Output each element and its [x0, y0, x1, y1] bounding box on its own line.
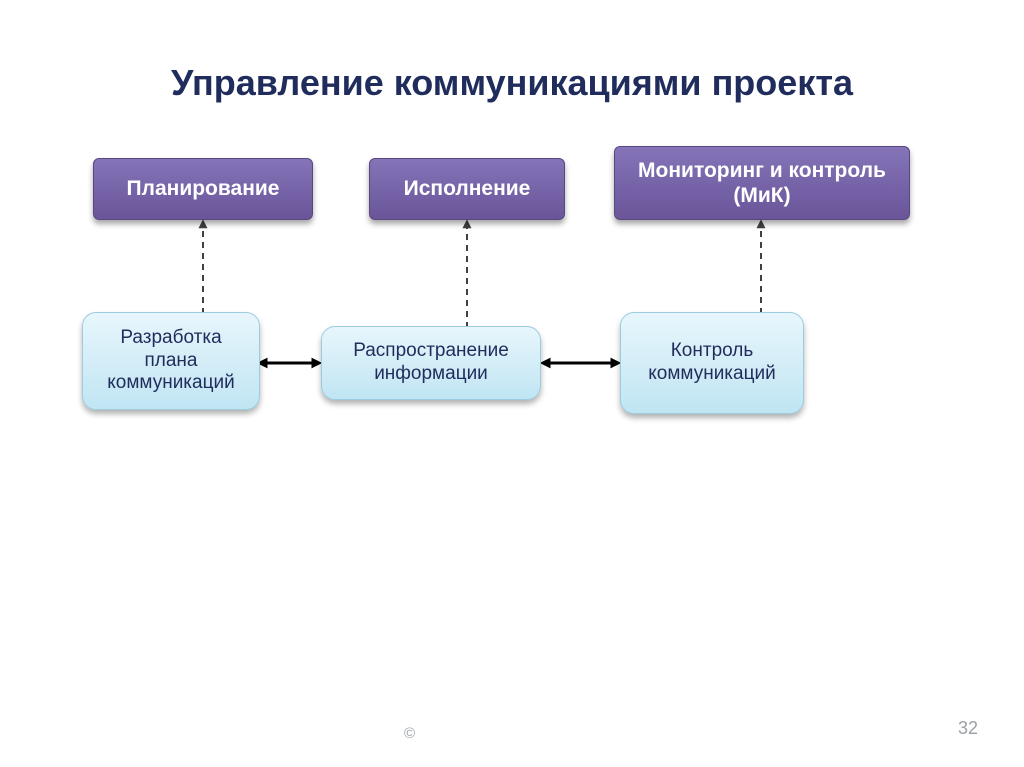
phase-box-execution: Исполнение — [369, 158, 565, 220]
slide-number: 32 — [958, 718, 978, 739]
slide: Управление коммуникациями проекта © 32 П… — [0, 0, 1024, 767]
slide-title: Управление коммуникациями проекта — [0, 62, 1024, 104]
process-box-distribute: Распространение информации — [321, 326, 541, 400]
phase-box-monitoring: Мониторинг и контроль (МиК) — [614, 146, 910, 220]
copyright-mark: © — [404, 725, 415, 742]
process-box-control: Контроль коммуникаций — [620, 312, 804, 414]
process-box-develop: Разработка плана коммуникаций — [82, 312, 260, 410]
phase-box-planning: Планирование — [93, 158, 313, 220]
